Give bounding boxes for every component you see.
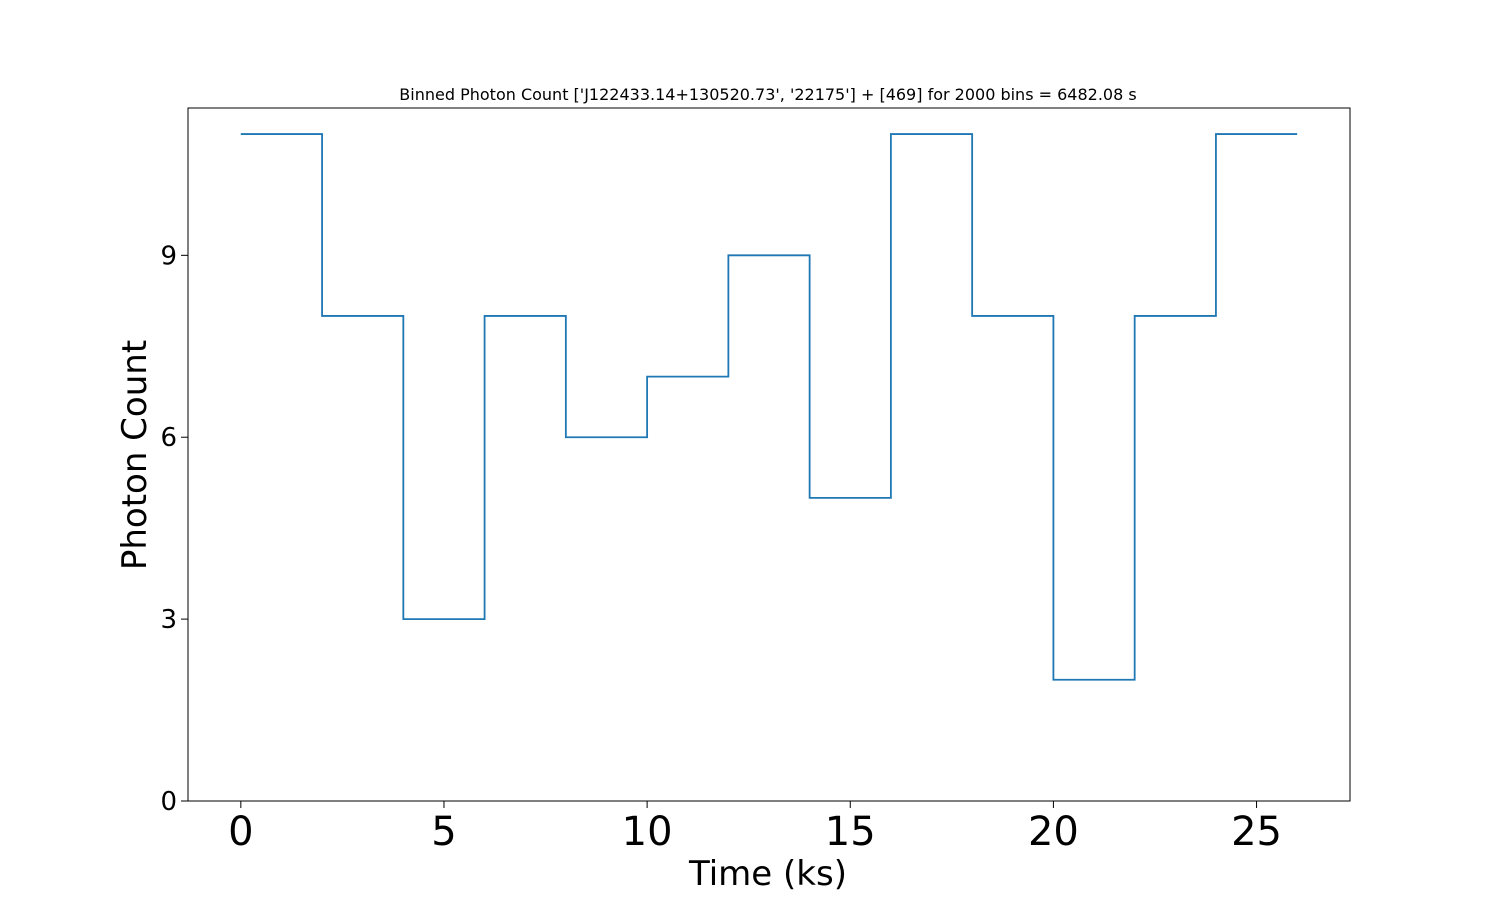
x-tick-label: 10 — [622, 809, 673, 855]
x-tick-label: 0 — [228, 809, 253, 855]
y-tick-label: 0 — [160, 787, 177, 817]
y-tick-label: 9 — [160, 241, 177, 271]
series-line-0 — [240, 133, 1298, 681]
y-axis-label: Photon Count — [115, 340, 155, 570]
y-tick-label: 6 — [160, 423, 177, 453]
chart-title: Binned Photon Count ['J122433.14+130520.… — [399, 85, 1136, 104]
x-tick-label: 25 — [1231, 809, 1282, 855]
x-tick-label: 5 — [431, 809, 456, 855]
plot-frame — [187, 107, 1351, 802]
x-tick-label: 15 — [825, 809, 876, 855]
plot-area — [240, 133, 1298, 681]
y-tick-label: 3 — [160, 605, 177, 635]
y-axis: 0 3 6 9 — [160, 241, 188, 817]
x-axis: 0 5 10 15 20 25 — [228, 801, 1282, 855]
x-tick-label: 20 — [1028, 809, 1079, 855]
x-axis-label: Time (ks) — [688, 854, 847, 894]
